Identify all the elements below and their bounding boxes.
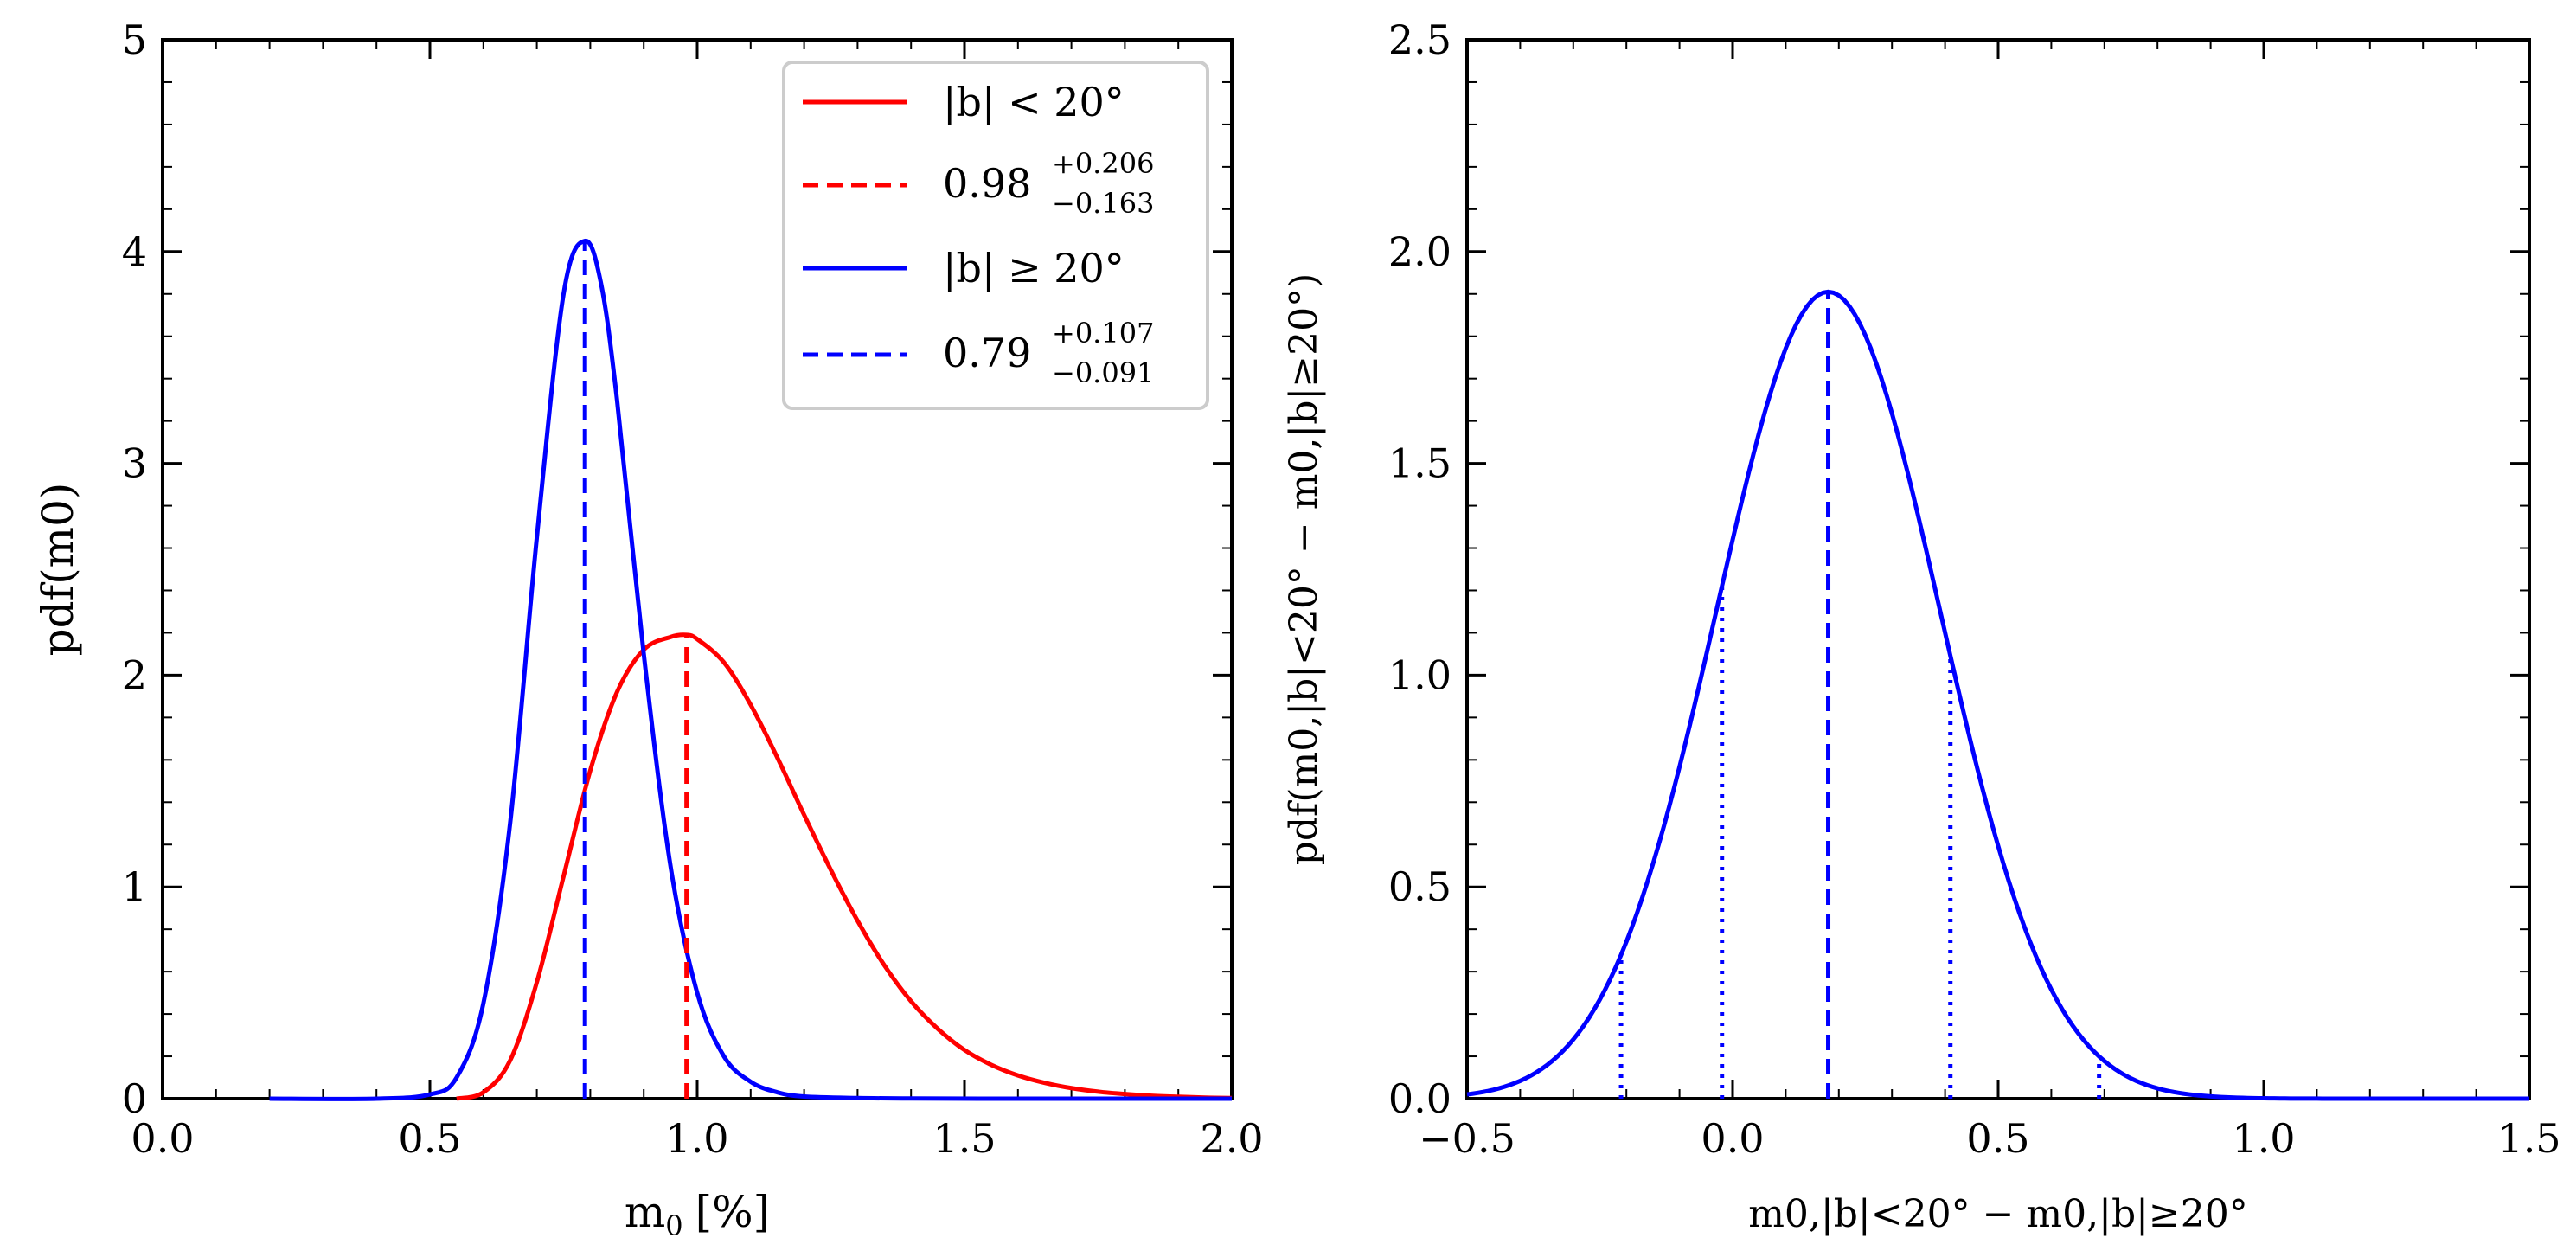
right-y-tick-label: 2.5 <box>1388 16 1451 63</box>
left-y-tick-label: 4 <box>122 228 147 275</box>
left-x-tick-label: 0.5 <box>398 1115 461 1162</box>
left-xlabel-main: m <box>625 1187 665 1237</box>
left-xlabel-sub: 0 <box>665 1209 682 1242</box>
legend-entry-blue-dashed: 0.79 <box>943 330 1031 376</box>
left-x-tick-label: 1.5 <box>932 1115 996 1162</box>
left-y-tick-label: 3 <box>122 440 147 487</box>
legend-entry-blue-solid: |b| ≥ 20° <box>943 245 1125 292</box>
legend-entry-red-solid: |b| < 20° <box>943 79 1125 125</box>
right-y-tick-label: 0.5 <box>1388 863 1451 910</box>
right-x-tick-label: 1.0 <box>2232 1115 2295 1162</box>
right-ticks: −0.5 0.0 0.5 1.0 1.50.00.51.01.52.02.5 <box>1388 16 2561 1162</box>
left-x-tick-label: 2.0 <box>1200 1115 1263 1162</box>
legend-entry-red-dashed: 0.98 <box>943 160 1031 207</box>
left-x-axis-title: m0 [%] <box>625 1187 770 1242</box>
legend-blue-sup: +0.107 <box>1052 317 1154 350</box>
right-x-tick-label: −0.5 <box>1419 1115 1515 1162</box>
legend-red-sub: −0.163 <box>1052 187 1154 220</box>
right-x-tick-label: 0.5 <box>1966 1115 2029 1162</box>
legend-red-sup: +0.206 <box>1052 147 1154 180</box>
right-y-tick-label: 0.0 <box>1388 1075 1451 1122</box>
left-curves <box>269 239 1233 1101</box>
legend-box <box>782 61 1209 410</box>
right-x-axis-title: m0,|b|<20° − m0,|b|≥20° <box>1748 1192 2248 1236</box>
left-series-low-latitude <box>456 632 1233 1101</box>
right-y-tick-label: 1.5 <box>1388 440 1451 487</box>
left-x-tick-label: 1.0 <box>665 1115 728 1162</box>
left-y-tick-label: 2 <box>122 651 147 698</box>
left-xlabel-unit: [%] <box>695 1187 771 1237</box>
left-y-tick-label: 1 <box>122 863 147 910</box>
right-series-difference <box>1466 289 2529 1101</box>
left-y-tick-label: 0 <box>122 1075 147 1122</box>
right-y-tick-label: 1.0 <box>1388 651 1451 698</box>
left-y-tick-label: 5 <box>122 16 147 63</box>
legend-blue-sub: −0.091 <box>1052 356 1154 389</box>
right-y-tick-label: 2.0 <box>1388 228 1451 275</box>
right-x-tick-label: 1.5 <box>2497 1115 2560 1162</box>
left-y-axis-title: pdf(m0) <box>33 483 83 657</box>
left-series-high-latitude <box>269 239 1232 1101</box>
left-ticks: 0.0 0.5 1.0 1.5 2.0 0 1 2 3 4 5 <box>122 16 1264 1162</box>
left-chart: 0.0 0.5 1.0 1.5 2.0 0 1 2 3 4 5 |b| < 20° 0.98 +0.… <box>33 16 1264 1242</box>
right-chart: −0.5 0.0 0.5 1.0 1.50.00.51.01.52.02.5 m0,|b… <box>1282 16 2561 1236</box>
right-y-axis-title: pdf(m0,|b|<20° − m0,|b|≥20°) <box>1282 273 1326 866</box>
left-legend: |b| < 20° 0.98 +0.206 −0.163 |b| ≥ 20° 0… <box>782 61 1209 410</box>
left-x-tick-label: 0.0 <box>131 1115 194 1162</box>
right-x-tick-label: 0.0 <box>1701 1115 1764 1162</box>
right-curves <box>1466 289 2529 1101</box>
